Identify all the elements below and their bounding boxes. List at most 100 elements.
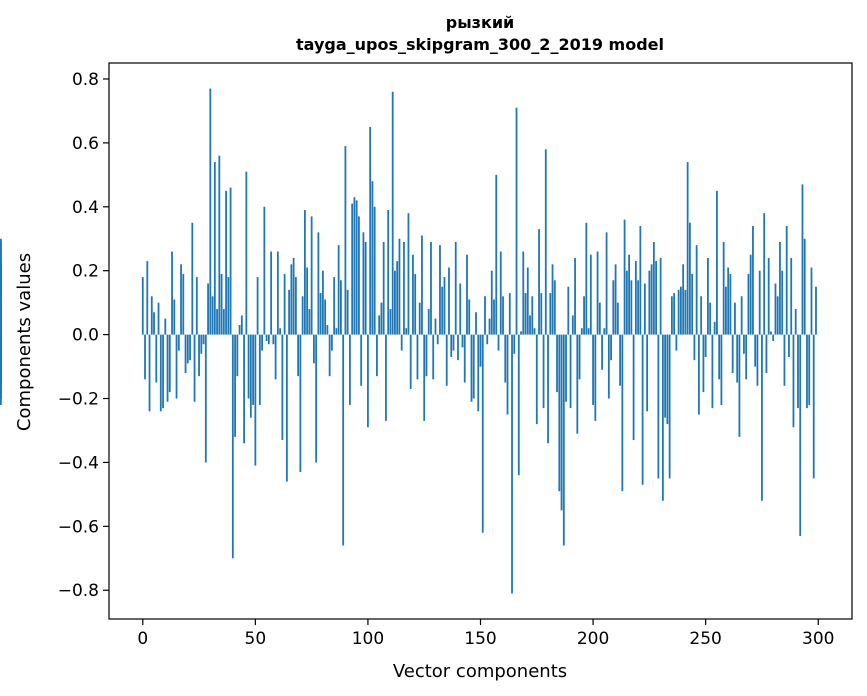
- bar: [569, 334, 572, 409]
- bar: [812, 334, 815, 479]
- bar: [299, 334, 302, 473]
- bar: [725, 286, 727, 335]
- bar: [276, 251, 279, 335]
- bar: [414, 273, 417, 335]
- bar: [688, 222, 691, 335]
- bar: [166, 334, 169, 402]
- bar: [288, 289, 291, 335]
- bar: [806, 334, 808, 409]
- bar: [173, 299, 176, 335]
- bar: [229, 187, 232, 335]
- bar: [376, 334, 378, 377]
- bar: [619, 334, 621, 386]
- bar: [637, 280, 640, 335]
- bar: [632, 334, 635, 441]
- bar: [234, 334, 236, 437]
- bar: [560, 334, 563, 511]
- bar: [578, 334, 581, 380]
- bar: [162, 334, 164, 409]
- y-tick-label: 0.0: [72, 326, 99, 346]
- bar-series: [0, 88, 817, 594]
- bar: [752, 225, 754, 335]
- bar: [790, 257, 793, 335]
- bar: [592, 334, 594, 405]
- bar: [394, 270, 396, 335]
- bar: [799, 334, 802, 536]
- bar: [502, 296, 504, 335]
- bar: [267, 334, 270, 345]
- bar: [499, 251, 502, 335]
- bar: [279, 328, 282, 335]
- bar: [616, 302, 619, 335]
- bar: [150, 296, 153, 335]
- bar: [335, 328, 338, 335]
- bar: [216, 309, 218, 335]
- bar: [342, 334, 345, 546]
- bar: [801, 184, 804, 335]
- bar: [236, 334, 239, 377]
- bar: [743, 334, 745, 354]
- bar: [326, 325, 329, 335]
- bar: [682, 264, 685, 335]
- bar: [702, 334, 705, 393]
- bar: [506, 334, 509, 415]
- y-tick-label: 0.8: [72, 70, 99, 90]
- bar: [452, 334, 455, 351]
- y-axis-ticks: −0.8 −0.6 −0.4 −0.2 0.0 0.2 0.4 0.6 0.8: [58, 70, 109, 601]
- x-tick-label: 200: [577, 629, 609, 649]
- y-tick-label: −0.2: [58, 390, 99, 410]
- bar: [776, 296, 779, 335]
- bar: [517, 334, 520, 476]
- bar: [227, 277, 230, 335]
- bar: [544, 149, 547, 335]
- bar: [704, 334, 707, 357]
- bar: [240, 315, 243, 335]
- bar: [707, 257, 709, 335]
- bar: [691, 273, 694, 335]
- bar: [396, 261, 399, 335]
- bar: [272, 334, 275, 345]
- bar: [448, 267, 450, 335]
- bar: [349, 334, 351, 405]
- bar: [409, 334, 412, 389]
- bar: [285, 334, 288, 482]
- bar: [679, 286, 682, 335]
- bar: [148, 334, 151, 412]
- bar: [243, 334, 245, 444]
- bar: [729, 273, 732, 335]
- bar: [477, 334, 480, 412]
- bar: [425, 334, 428, 377]
- bar: [549, 293, 552, 335]
- bar: [779, 241, 781, 335]
- bar: [468, 299, 471, 335]
- bar: [445, 334, 448, 386]
- bar: [788, 334, 790, 357]
- bar: [589, 254, 592, 335]
- bar: [180, 264, 182, 335]
- bar: [675, 334, 678, 351]
- bar: [193, 334, 196, 402]
- bar: [373, 206, 376, 335]
- bar: [328, 334, 331, 377]
- bar: [700, 296, 703, 335]
- bar: [355, 200, 358, 335]
- bar: [297, 334, 300, 377]
- y-tick-label: 0.4: [72, 198, 99, 218]
- bar: [535, 334, 538, 425]
- bar: [815, 286, 817, 335]
- bar: [607, 334, 610, 399]
- bar: [274, 334, 277, 380]
- bar: [810, 267, 813, 335]
- x-tick-label: 150: [464, 629, 496, 649]
- bar: [601, 334, 603, 370]
- bar: [641, 334, 644, 485]
- bar: [184, 334, 187, 373]
- x-tick-label: 300: [802, 629, 834, 649]
- bar: [531, 296, 534, 335]
- bar: [612, 280, 615, 335]
- bar: [598, 302, 601, 335]
- bar: [441, 286, 444, 335]
- bar: [515, 107, 518, 335]
- bar: [594, 334, 597, 421]
- bar: [351, 203, 354, 335]
